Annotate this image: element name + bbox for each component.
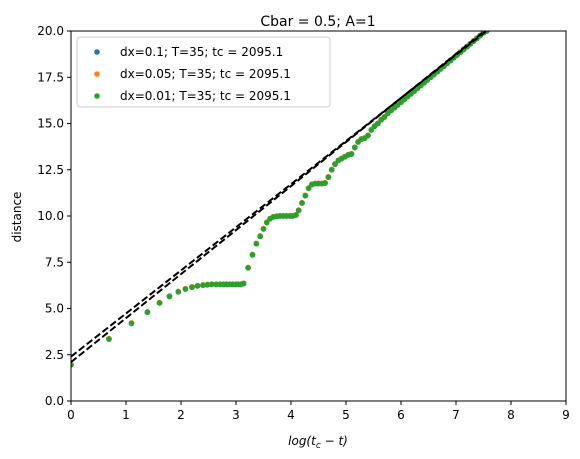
x-tick-label: 9 xyxy=(562,408,570,422)
data-point xyxy=(295,207,302,214)
legend-marker xyxy=(94,71,100,77)
fit-line-2 xyxy=(71,31,489,358)
data-point xyxy=(375,120,381,127)
legend-label: dx=0.01; T=35; tc = 2095.1 xyxy=(120,89,291,103)
x-tick-label: 2 xyxy=(177,408,185,422)
x-axis-label-prefix: log(t xyxy=(288,434,317,448)
x-tick-label: 6 xyxy=(397,408,405,422)
data-point xyxy=(348,151,355,157)
y-tick-label: 10.0 xyxy=(37,209,64,223)
x-axis-label: log(tc − t) xyxy=(288,434,348,451)
x-tick-label: 5 xyxy=(342,408,350,422)
x-tick-label: 1 xyxy=(122,408,130,422)
data-point xyxy=(264,219,270,226)
data-point xyxy=(144,309,151,316)
data-point xyxy=(332,161,338,167)
data-point xyxy=(325,174,332,180)
data-point xyxy=(305,185,312,192)
data-point xyxy=(257,233,264,240)
data-point xyxy=(204,282,211,288)
data-point xyxy=(106,336,112,342)
fit-line-1 xyxy=(71,31,487,363)
legend-label: dx=0.1; T=35; tc = 2095.1 xyxy=(120,45,283,59)
data-point xyxy=(381,114,388,120)
chart-title: Cbar = 0.5; A=1 xyxy=(260,14,375,30)
y-tick-label: 17.5 xyxy=(37,70,64,84)
data-point xyxy=(175,289,182,295)
data-point xyxy=(322,180,328,186)
data-point xyxy=(200,282,206,288)
data-point xyxy=(245,265,251,271)
data-point xyxy=(194,283,201,289)
data-point xyxy=(293,212,299,218)
plot-area xyxy=(71,31,490,368)
y-tick-label: 15.0 xyxy=(37,117,64,131)
x-tick-label: 8 xyxy=(507,408,515,422)
data-point xyxy=(213,281,219,288)
data-point xyxy=(302,192,309,199)
y-tick-label: 7.5 xyxy=(45,255,64,269)
plot-contents xyxy=(71,31,490,368)
data-point xyxy=(365,132,371,139)
y-tick-label: 12.5 xyxy=(37,163,64,177)
data-point xyxy=(156,300,163,306)
data-point xyxy=(352,144,358,151)
legend: dx=0.1; T=35; tc = 2095.1 dx=0.05; T=35; … xyxy=(76,36,331,108)
axes: 0 1 2 3 4 5 6 7 8 9 0.0 2.5 5.0 7.5 10.0 12.5 15.0 17.5 20… xyxy=(37,24,570,422)
legend-marker xyxy=(94,93,100,99)
legend-marker xyxy=(94,49,100,55)
y-tick-label: 0.0 xyxy=(45,394,64,408)
legend-box xyxy=(76,36,331,108)
data-point xyxy=(128,320,135,327)
y-tick-label: 20.0 xyxy=(37,24,64,38)
y-tick-label: 2.5 xyxy=(45,348,64,362)
x-tick-label: 4 xyxy=(287,408,295,422)
data-point xyxy=(189,284,195,291)
x-axis-label-suffix: − t) xyxy=(321,434,348,448)
data-point xyxy=(253,240,260,247)
data-point xyxy=(299,200,305,206)
data-point xyxy=(328,166,335,173)
x-tick-label: 3 xyxy=(232,408,240,422)
x-tick-label: 7 xyxy=(452,408,460,422)
data-point xyxy=(249,252,256,258)
x-axis-label-sub: c xyxy=(316,441,321,451)
series-3 xyxy=(71,31,490,368)
data-point xyxy=(368,127,375,133)
data-point xyxy=(166,293,173,300)
y-axis-label: distance xyxy=(10,192,24,243)
data-point xyxy=(260,226,267,232)
data-point xyxy=(209,281,215,288)
data-point xyxy=(240,280,247,287)
y-tick-label: 5.0 xyxy=(45,302,64,316)
x-tick-label: 0 xyxy=(67,408,75,422)
data-point xyxy=(182,286,189,292)
legend-label: dx=0.05; T=35; tc = 2095.1 xyxy=(120,67,291,81)
data-point xyxy=(71,362,74,368)
